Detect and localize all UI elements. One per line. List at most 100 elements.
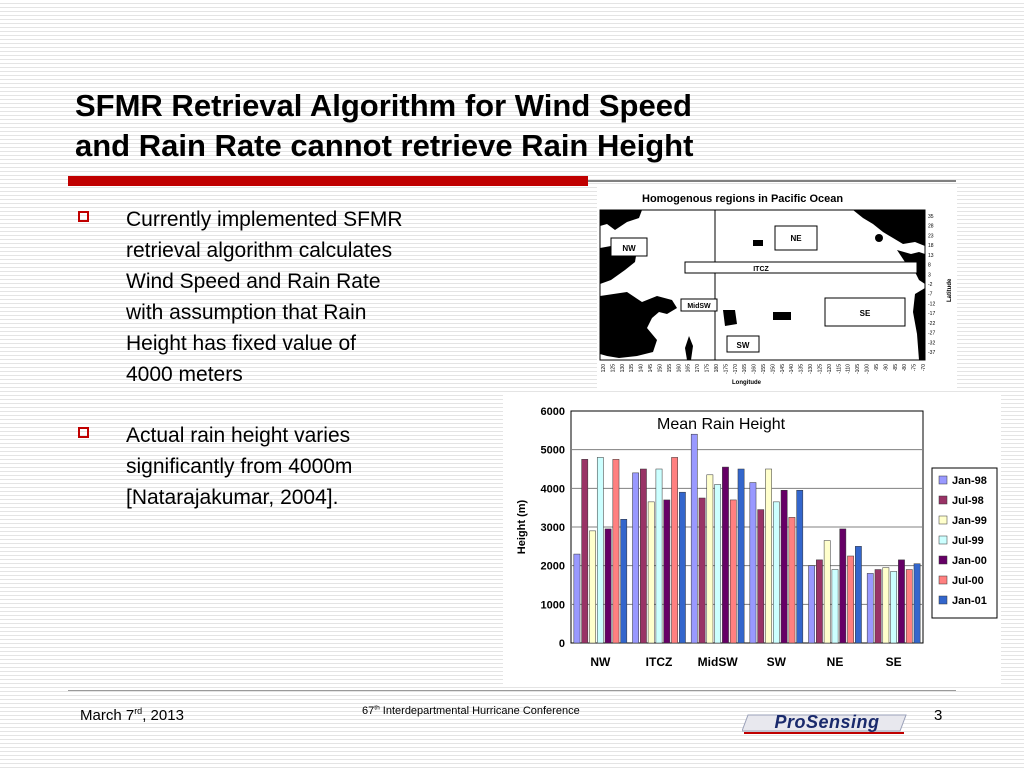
map-lat-tick: -32 xyxy=(928,340,935,346)
chart-bars xyxy=(573,433,921,644)
bar-midsw-jan-01 xyxy=(737,468,745,644)
bar-ne-jan-00 xyxy=(839,528,847,644)
y-tick-label: 5000 xyxy=(541,445,565,457)
bar-ne-jan-99 xyxy=(823,540,831,644)
x-tick-label: MidSW xyxy=(698,655,739,669)
x-tick-label: SE xyxy=(886,655,902,669)
legend-label: Jul-98 xyxy=(952,495,984,507)
bar-se-jan-99 xyxy=(882,567,890,644)
map-lon-tick: 145 xyxy=(648,364,654,373)
map-lon-tick: -95 xyxy=(874,364,880,371)
slide-title-line-1: SFMR Retrieval Algorithm for Wind Speed xyxy=(75,88,692,123)
slide-title: SFMR Retrieval Algorithm for Wind Speed … xyxy=(75,86,975,166)
bar-nw-jan-00 xyxy=(604,528,612,644)
land-islet xyxy=(875,234,883,242)
region-label: NE xyxy=(790,234,802,243)
bar-se-jul-00 xyxy=(905,569,913,644)
bar-se-jan-01 xyxy=(913,563,921,644)
map-lon-tick: -135 xyxy=(799,364,805,374)
map-lon-tick: -105 xyxy=(855,364,861,374)
map-lat-tick: 23 xyxy=(928,233,934,239)
bar-midsw-jan-00 xyxy=(722,466,729,644)
footer-conf-pre: 67 xyxy=(362,705,375,717)
map-lon-tick: -110 xyxy=(846,364,852,374)
map-lat-tick: 3 xyxy=(928,272,931,278)
bar-itcz-jul-98 xyxy=(640,468,647,644)
footer-date-sup: rd xyxy=(134,706,143,716)
chart-x-ticks: NW ITCZ MidSW SW NE SE xyxy=(590,655,901,669)
bullet-line: Actual rain height varies xyxy=(126,424,351,447)
bar-itcz-jan-99 xyxy=(647,501,655,644)
chart-title: Mean Rain Height xyxy=(657,416,786,433)
slide-number: 3 xyxy=(934,707,943,724)
bar-itcz-jan-98 xyxy=(632,472,639,644)
legend-label: Jul-99 xyxy=(952,535,984,547)
map-lon-tick: 165 xyxy=(686,364,692,373)
legend-swatch xyxy=(938,475,948,485)
legend-swatch xyxy=(938,575,948,585)
bar-se-jan-98 xyxy=(866,573,874,644)
map-lon-tick: -130 xyxy=(808,364,814,374)
map-xlabel: Longitude xyxy=(732,380,762,386)
map-lon-tick: -175 xyxy=(723,364,729,374)
bar-se-jul-98 xyxy=(874,569,882,644)
pacific-regions-map: Homogenous regions in Pacific Ocean NW N… xyxy=(597,184,957,389)
bullet-line: Height has fixed value of xyxy=(126,332,356,355)
map-lon-tick: -100 xyxy=(865,364,871,374)
bullet-line: with assumption that Rain xyxy=(126,301,367,324)
map-ylabel: Latitude xyxy=(947,278,953,302)
map-lat-tick: 8 xyxy=(928,263,931,269)
title-underline-red xyxy=(68,176,588,186)
x-tick-label: NW xyxy=(590,655,611,669)
bar-sw-jul-98 xyxy=(757,509,765,644)
bar-se-jul-99 xyxy=(890,571,898,644)
bar-sw-jan-01 xyxy=(796,490,804,644)
map-lon-tick: -80 xyxy=(902,364,908,371)
footer-date-pre: March 7 xyxy=(80,707,135,724)
bar-nw-jul-99 xyxy=(596,457,604,644)
footer-divider xyxy=(68,690,956,691)
x-tick-label: ITCZ xyxy=(646,655,673,669)
bar-midsw-jan-99 xyxy=(706,474,714,644)
title-underline-gray xyxy=(588,180,956,182)
bar-sw-jan-99 xyxy=(765,468,772,644)
land-hawaii xyxy=(753,240,763,246)
legend-swatch xyxy=(938,535,948,545)
map-lat-tick: 28 xyxy=(928,224,934,230)
map-lon-tick: 160 xyxy=(676,364,682,373)
map-lon-tick: -170 xyxy=(733,364,739,374)
legend-label: Jan-01 xyxy=(952,595,987,607)
map-lon-tick: -140 xyxy=(789,364,795,374)
y-tick-label: 6000 xyxy=(541,406,565,418)
map-lon-tick: -160 xyxy=(752,364,758,374)
map-lon-tick: 140 xyxy=(639,364,645,373)
x-tick-label: SW xyxy=(767,655,787,669)
land-new-zealand xyxy=(685,336,693,360)
chart-legend-items: Jan-98 Jul-98 Jan-99 Jul-99 Jan-00 Jul-00 Jan-… xyxy=(938,475,987,607)
bar-itcz-jan-01 xyxy=(679,491,686,644)
bullet-line: Wind Speed and Rain Rate xyxy=(126,270,381,293)
logo-swoosh xyxy=(742,714,907,734)
map-lon-tick: -165 xyxy=(742,364,748,374)
legend-swatch xyxy=(938,515,948,525)
map-lon-tick: 150 xyxy=(657,364,663,373)
region-boxes: NW NE ITCZ MidSW SE SW xyxy=(610,225,918,353)
region-label: SE xyxy=(860,309,871,318)
bar-midsw-jul-00 xyxy=(729,499,737,644)
y-tick-label: 1000 xyxy=(541,599,565,611)
bar-nw-jul-00 xyxy=(612,459,620,644)
bar-itcz-jul-00 xyxy=(671,457,678,644)
map-lat-tick: -37 xyxy=(928,350,935,356)
map-lon-tick: 125 xyxy=(610,364,616,373)
map-lon-tick: -150 xyxy=(770,364,776,374)
y-tick-label: 3000 xyxy=(541,522,565,534)
bar-sw-jul-00 xyxy=(788,517,796,644)
chart-gridlines xyxy=(571,449,923,605)
bar-ne-jul-98 xyxy=(816,559,823,644)
bar-se-jan-00 xyxy=(898,559,905,644)
rain-height-chart: 0 1000 2000 3000 4000 5000 6000 NW ITCZ MidSW SW N… xyxy=(503,392,1001,686)
map-lon-tick: -90 xyxy=(883,364,889,371)
map-lat-tick: -12 xyxy=(928,301,935,307)
bar-sw-jan-98 xyxy=(749,482,757,644)
region-box-sw xyxy=(726,335,760,353)
